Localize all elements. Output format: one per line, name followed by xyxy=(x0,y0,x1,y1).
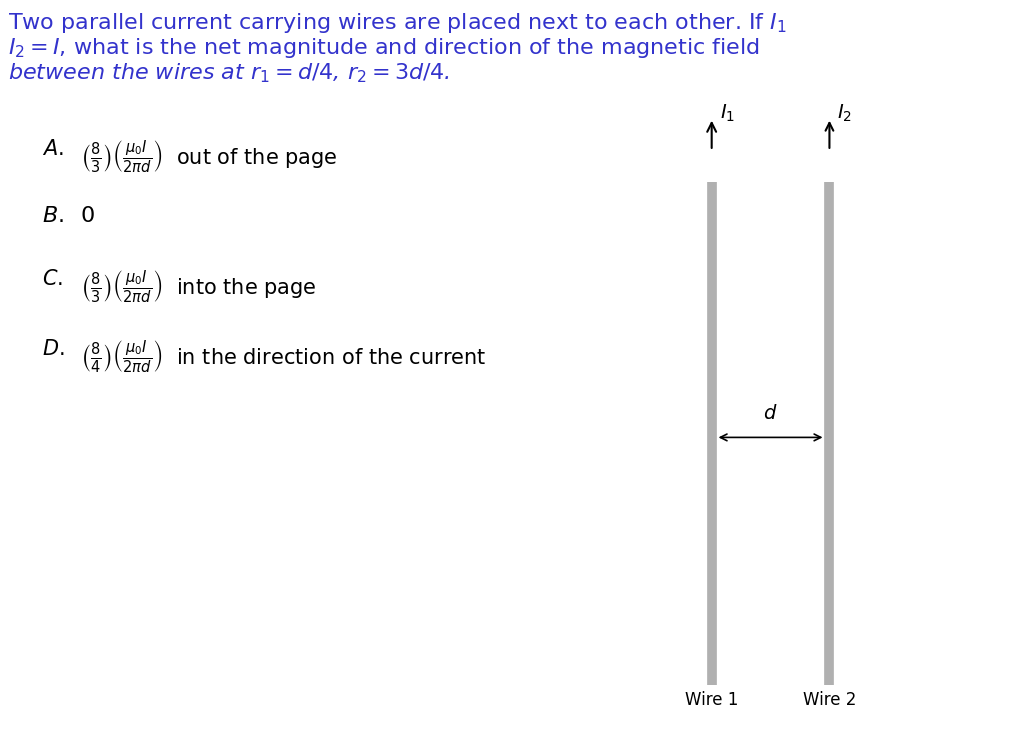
Text: Two parallel current carrying wires are placed next to each other. If $I_1$: Two parallel current carrying wires are … xyxy=(8,11,786,35)
Text: $I_2$$=$$I$, what is the net magnitude and direction of the magnetic field: $I_2$$=$$I$, what is the net magnitude a… xyxy=(8,36,760,60)
Text: $C.$: $C.$ xyxy=(42,269,62,289)
Text: $\left(\frac{8}{4}\right)\left(\frac{\mu_0 I}{2\pi d}\right)$  in the direction : $\left(\frac{8}{4}\right)\left(\frac{\mu… xyxy=(80,339,486,376)
Text: $\left(\frac{8}{3}\right)\left(\frac{\mu_0 I}{2\pi d}\right)$  into the page: $\left(\frac{8}{3}\right)\left(\frac{\mu… xyxy=(80,269,316,306)
Text: Wire 1: Wire 1 xyxy=(685,691,738,709)
Text: $I_2$: $I_2$ xyxy=(838,103,852,124)
Text: $A.$: $A.$ xyxy=(42,139,63,159)
Text: $D.$: $D.$ xyxy=(42,339,65,359)
Text: $\left(\frac{8}{3}\right)\left(\frac{\mu_0 I}{2\pi d}\right)$  out of the page: $\left(\frac{8}{3}\right)\left(\frac{\mu… xyxy=(80,139,338,176)
Text: $I_1$: $I_1$ xyxy=(720,103,735,124)
Text: 0: 0 xyxy=(80,206,94,226)
Text: Wire 2: Wire 2 xyxy=(803,691,856,709)
Text: $d$: $d$ xyxy=(763,405,778,424)
Text: between the wires at $r_1 = d/4$, $r_2 = 3d/4$.: between the wires at $r_1 = d/4$, $r_2 =… xyxy=(8,61,451,85)
Text: $B.$: $B.$ xyxy=(42,206,63,226)
